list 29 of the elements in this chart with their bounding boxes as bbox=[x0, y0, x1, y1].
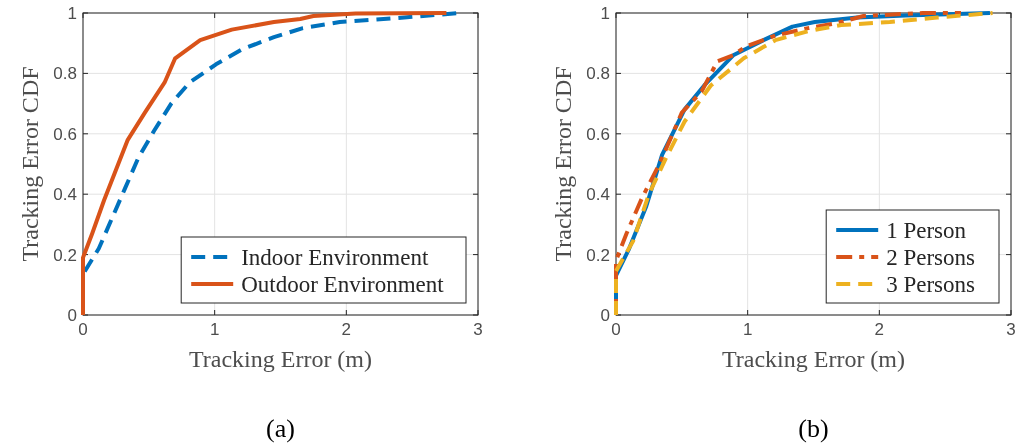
y-tick-label: 1 bbox=[600, 4, 610, 23]
legend-label: 1 Person bbox=[886, 218, 967, 243]
legend-label: 2 Persons bbox=[886, 245, 976, 270]
y-tick-label: 0 bbox=[600, 306, 610, 325]
y-tick-label: 0.2 bbox=[53, 245, 77, 265]
x-axis-title: Tracking Error (m) bbox=[721, 346, 906, 372]
y-tick-label: 0 bbox=[67, 306, 77, 325]
y-tick-label: 0.8 bbox=[53, 64, 77, 84]
y-tick-label: 0.2 bbox=[586, 245, 610, 265]
y-tick-label: 0.4 bbox=[53, 185, 77, 205]
y-tick-label: 0.6 bbox=[53, 124, 77, 144]
y-tick-label: 1 bbox=[67, 4, 77, 23]
legend-label: 3 Persons bbox=[886, 272, 976, 297]
x-tick-label: 2 bbox=[874, 320, 885, 339]
y-axis-title: Tracking Error CDF bbox=[17, 66, 43, 262]
text: (a) bbox=[266, 414, 295, 443]
text: (b) bbox=[798, 414, 829, 443]
x-tick-label: 3 bbox=[1006, 320, 1016, 339]
y-tick-label: 0.8 bbox=[586, 64, 610, 84]
x-tick-label: 3 bbox=[473, 320, 483, 339]
legend-label: Outdoor Environment bbox=[241, 272, 445, 297]
legend-label: Indoor Environment bbox=[241, 245, 429, 270]
x-tick-label: 1 bbox=[742, 320, 753, 339]
y-tick-label: 0.6 bbox=[586, 124, 610, 144]
x-tick-label: 1 bbox=[209, 320, 220, 339]
y-tick-label: 0.4 bbox=[586, 185, 610, 205]
x-axis-title: Tracking Error (m) bbox=[188, 346, 373, 372]
y-axis-title: Tracking Error CDF bbox=[550, 66, 576, 262]
x-tick-label: 2 bbox=[341, 320, 352, 339]
